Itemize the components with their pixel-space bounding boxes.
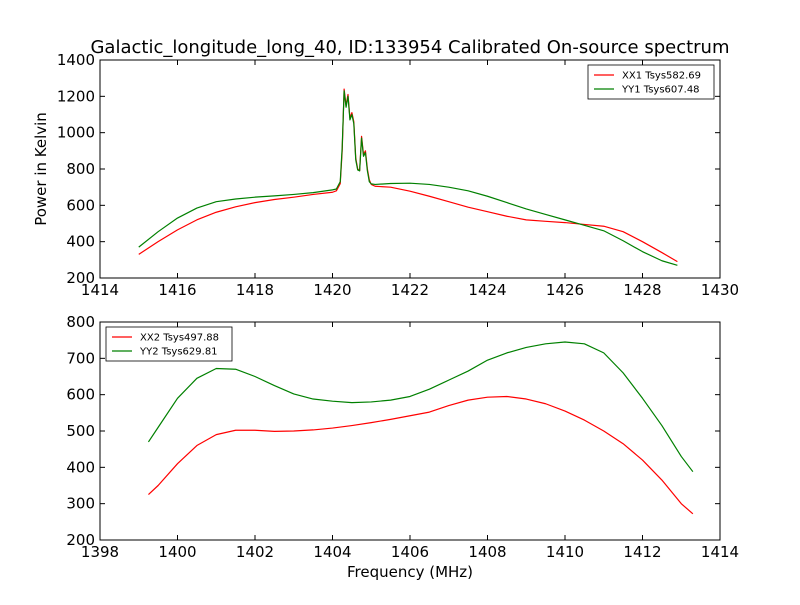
y-tick-label-top: 200 [66, 269, 95, 287]
x-tick-label-top: 1414 [81, 281, 119, 299]
y-tick-label-bottom: 600 [66, 386, 95, 404]
y-tick-label-top: 600 [66, 196, 95, 214]
x-tick-label-top: 1430 [701, 281, 739, 299]
y-tick-label-top: 1200 [57, 87, 95, 105]
plot-bottom: 1398 1400 1402 1404 1406 1408 1410 1412 1414 200 3… [66, 313, 739, 561]
plot-top: 1414 1416 1418 1420 1422 1424 1426 1428 1430 200 4… [57, 51, 739, 299]
x-tick-label-top: 1418 [236, 281, 274, 299]
y-tick-label-bottom: 200 [66, 531, 95, 549]
x-tick-label-top: 1420 [313, 281, 351, 299]
legend-label-bottom-1: XX2 Tsys497.88 [140, 333, 219, 344]
y-tick-label-top: 1000 [57, 124, 95, 142]
y-tick-label-bottom: 400 [66, 458, 95, 476]
x-tick-label-top: 1424 [468, 281, 506, 299]
x-axis-label-bottom: Frequency (MHz) [347, 563, 473, 581]
x-tick-label-top: 1426 [546, 281, 584, 299]
y-tick-label-bottom: 500 [66, 422, 95, 440]
chart-title-top: Galactic_longitude_long_40, ID:133954 Ca… [90, 37, 729, 58]
x-tick-label-bottom: 1410 [546, 543, 584, 561]
y-tick-label-top: 800 [66, 160, 95, 178]
legend-label-top-2: YY1 Tsys607.48 [621, 85, 700, 96]
legend-box-bottom [105, 326, 233, 362]
y-tick-label-top: 1400 [57, 51, 95, 69]
y-axis-label-top: Power in Kelvin [32, 112, 50, 226]
legend-box-top [587, 64, 715, 100]
legend-label-bottom-2: YY2 Tsys629.81 [139, 347, 218, 358]
x-tick-label-top: 1422 [391, 281, 429, 299]
y-tick-label-bottom: 700 [66, 349, 95, 367]
y-tick-label-top: 400 [66, 233, 95, 251]
series-line-top-2 [138, 90, 678, 266]
x-tick-label-bottom: 1398 [81, 543, 119, 561]
series-line-bottom-2 [147, 341, 694, 473]
x-tick-label-top: 1416 [158, 281, 196, 299]
y-tick-label-bottom: 300 [66, 495, 95, 513]
series-line-bottom-1 [148, 395, 694, 515]
legend-label-top-1: XX1 Tsys582.69 [622, 71, 701, 82]
x-tick-label-bottom: 1406 [391, 543, 429, 561]
x-tick-label-bottom: 1402 [236, 543, 274, 561]
x-tick-label-bottom: 1412 [623, 543, 661, 561]
y-tick-label-bottom: 800 [66, 313, 95, 331]
x-tick-label-bottom: 1408 [468, 543, 506, 561]
x-tick-label-bottom: 1400 [158, 543, 196, 561]
x-tick-label-bottom: 1404 [313, 543, 351, 561]
x-tick-label-bottom: 1414 [701, 543, 739, 561]
x-tick-label-top: 1428 [623, 281, 661, 299]
